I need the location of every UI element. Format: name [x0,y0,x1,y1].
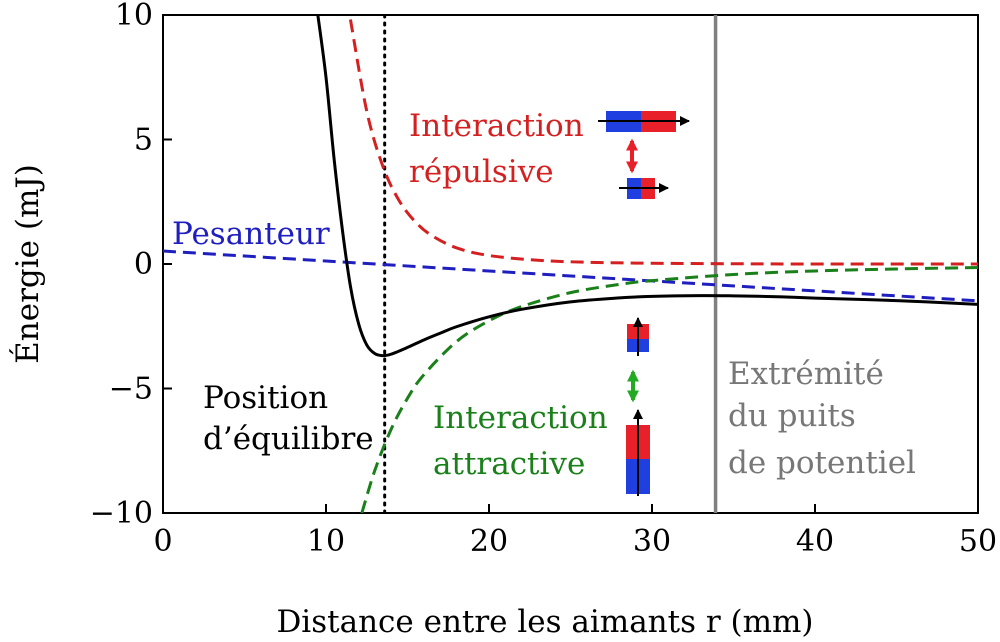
series-line-0 [163,249,978,303]
x-axis-ticks: 0 10 20 30 40 50 [153,504,997,559]
y-tick-label: −5 [109,372,153,407]
x-tick-label: 20 [470,524,508,559]
x-axis-label: Distance entre les aimants r (mm) [276,604,813,640]
label-pesanteur: Pesanteur [172,216,330,252]
magnet-pair-repulsive-icon [598,111,690,199]
x-tick-label: 50 [959,524,997,559]
y-axis-ticks: 10 5 0 −5 −10 [90,0,172,531]
x-tick-label: 40 [796,524,834,559]
series-line-1 [348,19,978,266]
label-repulsive: Interaction répulsive [409,108,594,190]
x-tick-label: 30 [633,524,671,559]
series-line-3 [316,15,978,358]
y-tick-label: 5 [134,123,153,158]
y-tick-label: 10 [115,0,153,33]
y-axis-label: Énergie (mJ) [8,164,46,364]
x-tick-label: 10 [307,524,345,559]
series-line-2 [360,265,978,513]
x-tick-label: 0 [153,524,172,559]
y-tick-label: 0 [134,247,153,282]
reference-lines [383,15,718,513]
label-attractive: Interaction attractive [433,400,618,482]
label-extremite: Extrémité du puits de potentiel [728,356,916,481]
series-group [163,15,978,513]
magnet-pair-attractive-icon [626,317,650,496]
label-equilibre: Position d’équilibre [203,380,374,457]
y-tick-label: −10 [90,496,153,531]
